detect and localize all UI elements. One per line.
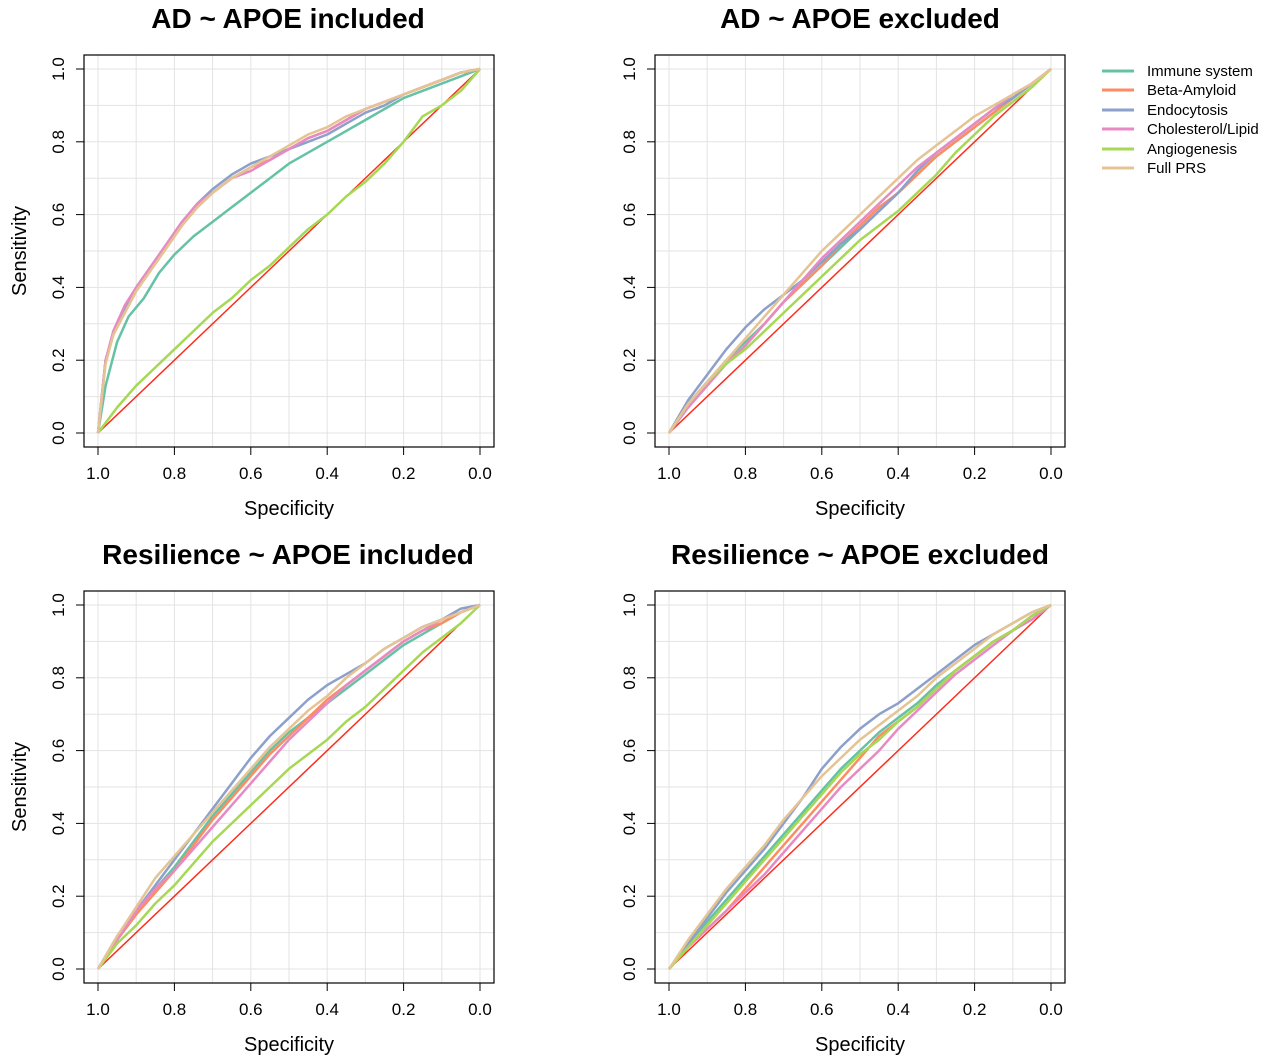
- x-tick-label: 0.4: [315, 464, 339, 483]
- y-tick-label: 0.6: [49, 203, 68, 227]
- x-tick-label: 1.0: [86, 1000, 110, 1019]
- x-tick-label: 1.0: [657, 464, 681, 483]
- y-tick-label: 0.2: [49, 884, 68, 908]
- x-tick-label: 1.0: [86, 464, 110, 483]
- x-tick-label: 0.0: [468, 464, 492, 483]
- x-axis-label: Specificity: [815, 1034, 905, 1056]
- panel-ad-apoe-excluded: AD ~ APOE excluded 1.0 0.8 0.6 0.4 0.2 0.0 0.0…: [620, 3, 1066, 520]
- legend-label: Immune system: [1147, 63, 1253, 80]
- series-line-full-prs: [96, 603, 481, 970]
- legend-item: Angiogenesis: [1102, 141, 1237, 158]
- x-axis-label: Specificity: [244, 1034, 334, 1056]
- series-line-cholesterol-lipid: [668, 604, 1052, 970]
- y-tick-label: 0.8: [620, 130, 639, 154]
- x-tick-label: 0.2: [963, 1000, 987, 1019]
- y-tick-label: 0.4: [49, 812, 68, 836]
- panel-resilience-apoe-included: Resilience ~ APOE included 1.0 0.8 0.6 0.4 0…: [9, 539, 495, 1056]
- legend-item: Cholesterol/Lipid: [1102, 121, 1259, 138]
- series-line-angiogenesis: [667, 68, 1052, 434]
- x-axis-label: Specificity: [244, 498, 334, 520]
- reference-line: [97, 604, 481, 970]
- y-tick-label: 0.8: [49, 666, 68, 690]
- series-line-immune-system: [96, 67, 481, 434]
- plot-area: 1.0 0.8 0.6 0.4 0.2 0.0 0.0 0.2 0.4 0.6 0.8 1.0: [620, 54, 1066, 483]
- y-tick-label: 0.6: [49, 739, 68, 763]
- series-line-full-prs: [667, 68, 1052, 434]
- x-tick-label: 0.4: [315, 1000, 339, 1019]
- y-tick-label: 1.0: [620, 593, 639, 617]
- reference-line: [668, 68, 1052, 434]
- y-tick-label: 1.0: [49, 57, 68, 81]
- y-tick-label: 0.0: [620, 421, 639, 445]
- legend-item: Immune system: [1102, 63, 1253, 80]
- x-tick-label: 0.4: [886, 464, 910, 483]
- chart-title: AD ~ APOE excluded: [720, 3, 1000, 34]
- y-tick-label: 1.0: [620, 57, 639, 81]
- plot-area: 1.0 0.8 0.6 0.4 0.2 0.0 0.0 0.2 0.4 0.6 0.8 1.0: [49, 590, 495, 1019]
- legend-label: Full PRS: [1147, 160, 1206, 177]
- x-tick-label: 0.6: [239, 464, 263, 483]
- y-tick-label: 0.0: [49, 957, 68, 981]
- y-axis-label: Sensitivity: [9, 206, 31, 296]
- legend-label: Angiogenesis: [1147, 141, 1237, 158]
- series-line-full-prs: [96, 67, 481, 434]
- y-tick-label: 0.2: [620, 348, 639, 372]
- y-tick-label: 0.6: [620, 203, 639, 227]
- chart-title: Resilience ~ APOE included: [102, 539, 474, 570]
- legend-item: Endocytosis: [1102, 102, 1228, 119]
- x-tick-label: 0.2: [963, 464, 987, 483]
- x-tick-label: 0.0: [1039, 1000, 1063, 1019]
- plot-area: 1.0 0.8 0.6 0.4 0.2 0.0 0.0 0.2 0.4 0.6 0.8 1.0: [49, 54, 495, 483]
- reference-line: [97, 68, 481, 434]
- x-axis-label: Specificity: [815, 498, 905, 520]
- x-tick-label: 0.8: [734, 1000, 758, 1019]
- x-tick-label: 0.2: [392, 1000, 416, 1019]
- plot-frame: [83, 590, 495, 984]
- y-tick-label: 0.8: [49, 130, 68, 154]
- panel-ad-apoe-included: AD ~ APOE included 1.0 0.8 0.6 0.4 0.2 0.0 0.0…: [9, 3, 495, 520]
- legend-item: Beta-Amyloid: [1102, 82, 1236, 99]
- legend-label: Beta-Amyloid: [1147, 82, 1236, 99]
- y-tick-label: 0.0: [49, 421, 68, 445]
- y-tick-label: 0.8: [620, 666, 639, 690]
- series-line-angiogenesis: [96, 604, 481, 970]
- legend-label: Cholesterol/Lipid: [1147, 121, 1259, 138]
- legend: Immune system Beta-Amyloid Endocytosis C…: [1102, 63, 1259, 177]
- x-tick-label: 0.6: [810, 464, 834, 483]
- series-line-angiogenesis: [96, 68, 481, 434]
- plot-frame: [654, 54, 1066, 448]
- plot-area: 1.0 0.8 0.6 0.4 0.2 0.0 0.0 0.2 0.4 0.6 0.8 1.0: [620, 590, 1066, 1019]
- y-tick-label: 0.0: [620, 957, 639, 981]
- chart-title: AD ~ APOE included: [151, 3, 425, 34]
- series-line-cholesterol-lipid: [96, 603, 481, 970]
- x-tick-label: 0.8: [734, 464, 758, 483]
- y-tick-label: 0.6: [620, 739, 639, 763]
- y-axis-label: Sensitivity: [9, 742, 31, 832]
- series-line-angiogenesis: [668, 603, 1052, 970]
- legend-item: Full PRS: [1102, 160, 1206, 177]
- x-tick-label: 0.2: [392, 464, 416, 483]
- y-tick-label: 0.2: [49, 348, 68, 372]
- plot-frame: [83, 54, 495, 448]
- reference-line: [668, 604, 1052, 970]
- y-tick-label: 0.4: [620, 276, 639, 300]
- y-tick-label: 0.4: [620, 812, 639, 836]
- x-tick-label: 0.8: [163, 464, 187, 483]
- x-tick-label: 1.0: [657, 1000, 681, 1019]
- x-tick-label: 0.6: [810, 1000, 834, 1019]
- panel-resilience-apoe-excluded: Resilience ~ APOE excluded 1.0 0.8 0.6 0.4 0…: [620, 539, 1066, 1056]
- x-tick-label: 0.8: [163, 1000, 187, 1019]
- legend-label: Endocytosis: [1147, 102, 1228, 119]
- series-line-full-prs: [667, 603, 1052, 970]
- y-tick-label: 0.4: [49, 276, 68, 300]
- chart-title: Resilience ~ APOE excluded: [671, 539, 1049, 570]
- x-tick-label: 0.4: [886, 1000, 910, 1019]
- x-tick-label: 0.0: [1039, 464, 1063, 483]
- x-tick-label: 0.6: [239, 1000, 263, 1019]
- y-tick-label: 0.2: [620, 884, 639, 908]
- x-tick-label: 0.0: [468, 1000, 492, 1019]
- plot-frame: [654, 590, 1066, 984]
- y-tick-label: 1.0: [49, 593, 68, 617]
